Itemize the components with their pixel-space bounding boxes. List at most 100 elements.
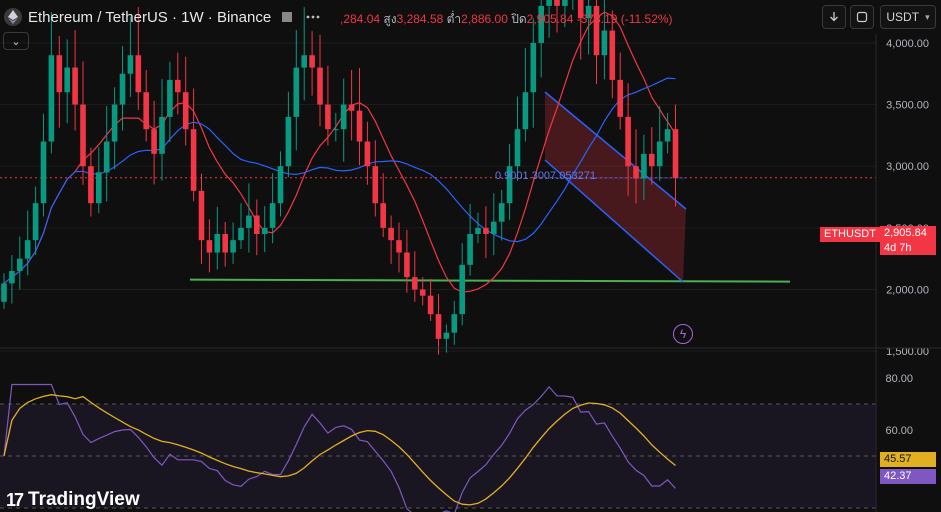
collapse-legend-button[interactable]: ⌄ [3,32,29,50]
candle-body [9,271,15,284]
candle-body [238,227,244,241]
candle-body [396,240,402,253]
candle-body [538,5,544,43]
ohlc-close: 2,905.84 [526,12,574,26]
candle-body [609,30,616,80]
symbol-info[interactable]: Ethereum / TetherUS · 1W · Binance [4,6,323,28]
chevron-down-icon: ⌄ [11,35,21,48]
price-axis-label: 4,000.00 [886,38,929,50]
rsi-axis-label: 80.00 [885,373,913,385]
ohlc-close-label: ปิด [511,12,527,26]
price-axis-label: 3,000.00 [886,161,929,173]
candle-body [340,104,347,130]
candle-body [277,166,284,204]
tradingview-mark-icon: 17 [6,489,24,510]
candle-body [40,141,47,204]
candle-body [514,129,521,167]
channel-upper [544,91,687,210]
channel-lower [544,159,684,283]
candle-body [364,141,371,167]
currency-label: USDT [886,10,920,24]
candle-body [80,104,86,167]
candle-body [317,67,323,105]
candle-body [24,240,31,259]
candle-body [656,141,663,167]
candle-body [443,332,450,339]
candle-body [649,153,655,167]
candle-body [672,129,679,178]
candle-body [435,314,442,339]
ohlc-high: 3,284.58 [396,12,444,26]
candle-body [498,203,505,222]
rsi-tag: 42.37 [880,469,936,484]
candle-body [427,295,434,315]
candle-body [585,5,592,19]
candle-body [103,141,110,173]
candle-body [32,203,39,241]
symbol-title[interactable]: Ethereum / TetherUS · 1W · Binance [28,8,272,26]
price-axis-label: 1,500.00 [886,346,929,358]
candle-body [56,55,63,93]
ohlc-change: -378.19 (-11.52%) [576,12,673,26]
currency-select[interactable]: USDT ▾ [880,5,936,29]
tradingview-logo[interactable]: 17 TradingView [6,489,140,511]
candle-body [451,314,458,333]
candle-body [96,172,102,204]
candle-body [625,116,631,167]
chart-header: Ethereum / TetherUS · 1W · Binance ,284.… [0,0,941,34]
candle-body [309,55,315,68]
candle-body [1,283,7,302]
candle-body [111,104,118,142]
candle-body [641,153,647,179]
candle-body [475,227,481,235]
candle-body [48,55,55,142]
rsi-ma-tag: 45.57 [880,452,936,467]
candle-body [222,234,228,253]
candle-body [388,227,394,241]
candle-body [246,215,252,228]
candle-body [348,104,355,111]
candle-body [577,0,584,19]
candle-body [190,129,197,191]
candle-body [467,234,473,265]
price-axis-label: 2,000.00 [886,285,929,297]
rsi-ma-line [3,394,676,506]
channel-fill [545,92,686,282]
candle-body [175,79,181,93]
candle-body [143,92,149,130]
ohlc-low-label: ต่ำ [446,12,462,26]
candle-body [72,67,78,105]
ohlc-low: 2,886.00 [461,12,508,26]
candle-body [325,104,331,130]
last-price-tag: 2,905.84 [880,226,936,241]
price-axis-label: 3,500.00 [886,100,929,112]
ohlc-high-label: สูง [383,12,397,26]
candle-body [214,234,221,253]
candle-body [261,227,268,235]
candle-body [601,30,608,56]
fullscreen-icon [856,11,868,23]
rsi-line [3,383,676,512]
fullscreen-button[interactable] [850,5,874,29]
candle-body [198,190,205,241]
candle-body [530,42,537,93]
candle-body [404,252,410,278]
candle-body [333,129,339,131]
download-button[interactable] [822,5,846,29]
lightning-icon[interactable]: ϟ [673,324,693,344]
candle-body [285,116,292,167]
candle-body [372,166,379,204]
candle-body [356,110,363,142]
ohlc-legend: ,284.04 สูง3,284.58 ต่ำ2,886.00 ปิด2,905… [340,10,673,29]
candle-body [593,5,600,56]
candle-body [151,129,157,154]
candle-body [522,92,529,130]
candle-body [293,67,300,117]
fib-level-label: 0.9001 3007.053271 [495,170,596,182]
flag-icon[interactable] [277,7,297,27]
candle-body [230,240,236,253]
candle-body [617,79,623,117]
chevron-down-icon: ▾ [925,11,930,22]
more-options-icon[interactable] [303,7,323,27]
